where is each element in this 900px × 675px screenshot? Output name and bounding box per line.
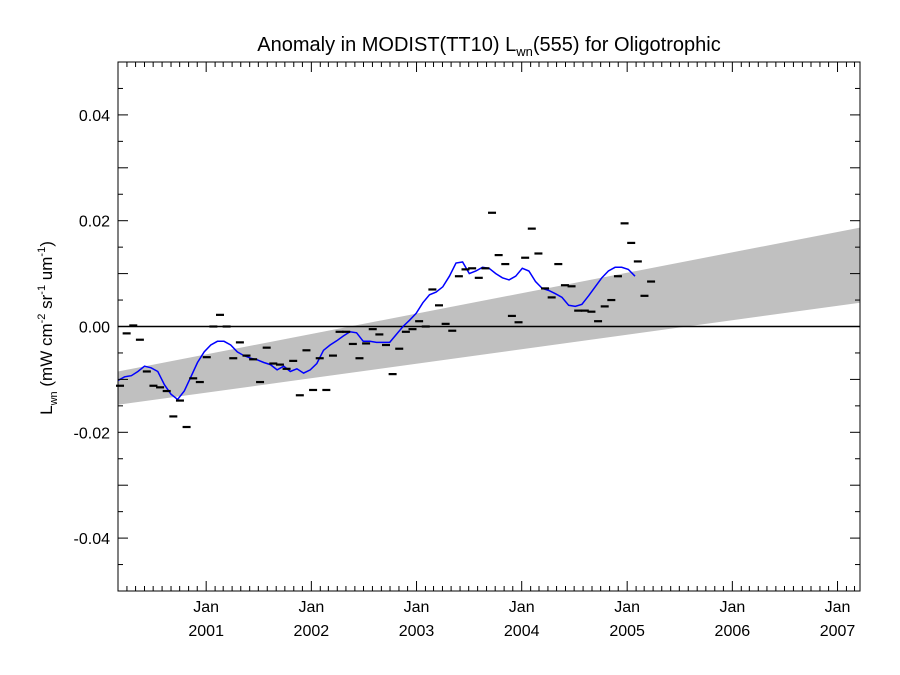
x-tick-label-year: 2007 [820, 623, 856, 640]
x-tick-label-month: Jan [825, 599, 851, 616]
y-tick-label: -0.04 [74, 531, 111, 548]
y-tick-label: -0.02 [74, 425, 111, 442]
x-tick-label-month: Jan [719, 599, 745, 616]
x-tick-label-year: 2001 [188, 623, 224, 640]
x-tick-label-year: 2006 [715, 623, 751, 640]
plot-area: -0.04 -0.02 0.00 0.02 0.04 Jan 2001 Jan 2002 Jan 2… [74, 61, 861, 640]
chart-title: Anomaly in MODIST(TT10) Lwn(555) for Oli… [257, 34, 720, 59]
y-tick-label: 0.00 [79, 320, 110, 337]
y-label-mid2: um [37, 257, 56, 285]
y-label-exp1: -2 [36, 314, 48, 324]
x-tick-label-month: Jan [614, 599, 640, 616]
y-label-main: L [37, 405, 56, 414]
x-tick-label-month: Jan [509, 599, 535, 616]
x-tick-label-month: Jan [298, 599, 324, 616]
y-tick-label: 0.02 [79, 214, 110, 231]
x-tick-label-year: 2004 [504, 623, 540, 640]
smoothed-series-line [118, 261, 636, 401]
x-tick-label-year: 2005 [609, 623, 645, 640]
chart-title-subscript: wn [515, 44, 533, 59]
x-tick-label-month: Jan [193, 599, 219, 616]
y-tick-label: 0.04 [79, 108, 110, 125]
y-label-exp2: -1 [36, 285, 48, 295]
x-tick-label-month: Jan [404, 599, 430, 616]
y-label-mid1: sr [37, 294, 56, 313]
y-label-close: ) [37, 241, 56, 247]
chart-title-suffix: (555) for Oligotrophic [533, 34, 721, 56]
x-tick-label-year: 2003 [399, 623, 435, 640]
y-label-sub: wn [48, 391, 60, 406]
x-tick-label-year: 2002 [294, 623, 330, 640]
y-label-exp3: -1 [36, 247, 48, 257]
trend-band [118, 227, 860, 405]
y-label-units-open: (mW cm [37, 323, 56, 391]
y-axis-label: Lwn (mW cm-2 sr-1 um-1) [36, 241, 60, 415]
chart-title-prefix: Anomaly in MODIST(TT10) L [257, 34, 516, 56]
